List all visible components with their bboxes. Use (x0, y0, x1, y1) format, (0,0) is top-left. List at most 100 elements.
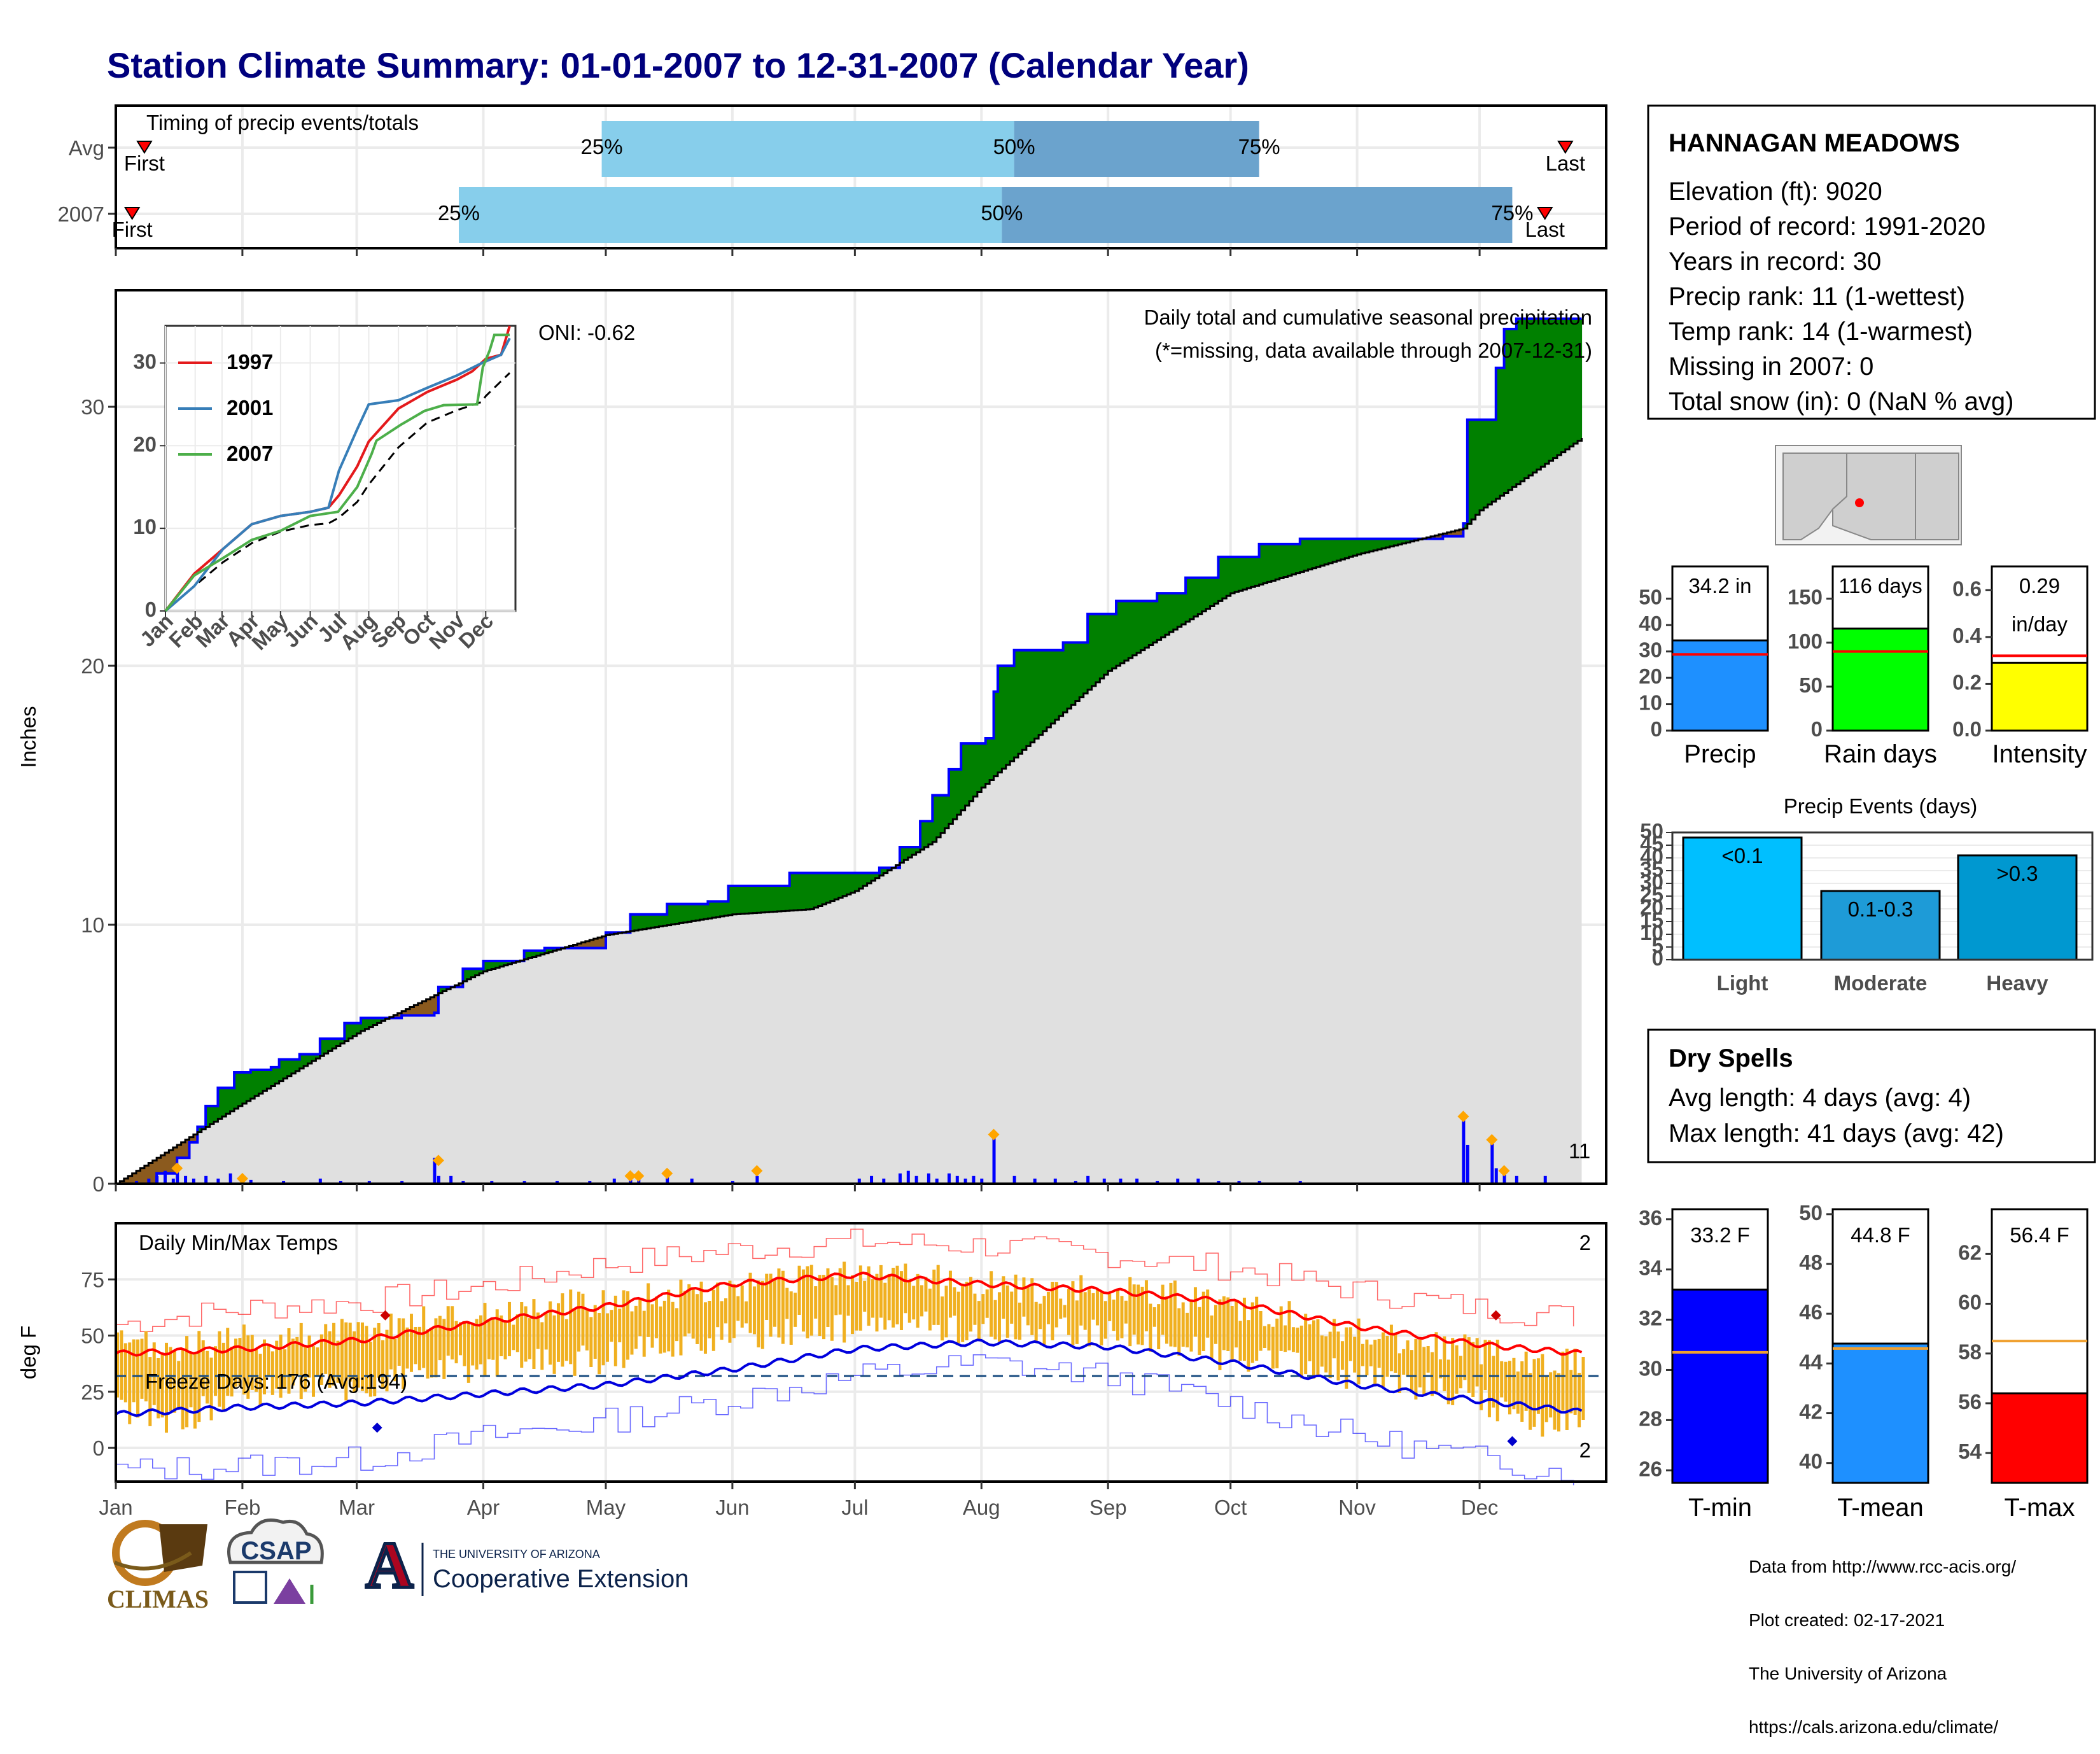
station-info-box: HANNAGAN MEADOWS Elevation (ft): 9020 Peri… (1647, 104, 2096, 420)
record-high-marker (1490, 1310, 1501, 1321)
daily-precip-bar (1196, 1178, 1200, 1184)
cumulative-2007-line (116, 317, 1582, 1185)
daily-precip-bar (176, 1168, 179, 1184)
climas-logo-icon (159, 1524, 207, 1572)
temp-summary-value-bar (1991, 1392, 2089, 1484)
events-bar-label: <0.1 (1721, 844, 1763, 867)
month-tick-label: Jul (841, 1496, 868, 1519)
daily-precip-bar (1156, 1181, 1159, 1184)
daily-precip-bar (963, 1178, 967, 1184)
temp-summary-y-tick: 62 (1958, 1240, 1982, 1264)
summary-y-tick: 0 (1651, 717, 1662, 741)
daily-precip-bar (204, 1175, 208, 1184)
daily-precip-bar (906, 1170, 910, 1184)
record-high-count: 2 (1579, 1231, 1591, 1254)
inset-y-tick: 20 (133, 432, 157, 456)
daily-precip-bar (282, 1181, 286, 1184)
dry-spells-title: Dry Spells (1669, 1044, 1793, 1072)
temp-summary-bar-2: 54 56 58 60 62 56.4 F T-max (1958, 1208, 2089, 1522)
temp-y-tick: 75 (81, 1268, 104, 1291)
heavy-event-marker (432, 1154, 444, 1167)
temp-summary-y-tick: 60 (1958, 1291, 1982, 1314)
inset-y-tick: 0 (145, 598, 157, 621)
summary-y-tick: 20 (1639, 664, 1662, 688)
summary-bar-2: 0.0 0.2 0.4 0.6 0.29 in/day Intensity (1952, 565, 2089, 768)
temp-title: Daily Min/Max Temps (139, 1231, 338, 1254)
daily-precip-bar (1033, 1178, 1037, 1184)
locator-map (1775, 445, 1962, 545)
daily-precip-bar (992, 1132, 996, 1184)
precip-y-tick: 0 (93, 1172, 104, 1196)
daily-precip-bar (437, 1175, 440, 1184)
footer-line: https://cals.arizona.edu/climate/ (1749, 1717, 1999, 1737)
temp-summary-y-tick: 46 (1799, 1300, 1823, 1324)
timing-last-marker (1536, 207, 1553, 220)
heavy-event-marker (988, 1128, 1000, 1140)
heavy-event-marker (1498, 1165, 1510, 1177)
map-region-east (1915, 453, 1959, 540)
summary-y-tick: 0 (1811, 717, 1823, 741)
station-info-line: Period of record: 1991-2020 (1669, 213, 1985, 241)
temp-summary-bar-0: 26 28 30 32 34 36 33.2 F T-min (1639, 1206, 1769, 1522)
record-high-marker (380, 1310, 391, 1321)
temp-summary-bar-1: 40 42 44 46 48 50 44.8 F T-mean (1799, 1201, 1929, 1522)
temp-y-tick: 25 (81, 1380, 104, 1404)
precip-y-label: Inches (17, 706, 40, 768)
heavy-event-marker (1457, 1111, 1469, 1123)
footer-line: The University of Arizona (1749, 1664, 1947, 1683)
daily-precip-bar (449, 1175, 453, 1184)
footer-credits: Data from http://www.rcc-acis.org/ Plot … (1749, 1522, 2016, 1754)
daily-precip-bar (339, 1181, 342, 1184)
daily-precip-bar (490, 1181, 494, 1184)
record-low-count: 2 (1579, 1438, 1591, 1462)
daily-precip-bar (947, 1173, 951, 1184)
inset-legend-label: 2001 (227, 396, 273, 419)
inset-legend-label: 2007 (227, 442, 273, 465)
month-tick-label: Nov (1338, 1496, 1376, 1519)
daily-precip-bar (1462, 1119, 1466, 1184)
daily-precip-bar (1053, 1178, 1057, 1184)
inset-series-line (164, 337, 511, 612)
precip-count-label: 11 (1569, 1139, 1590, 1163)
daily-precip-bar (555, 1181, 559, 1184)
ua-logo-line2: Cooperative Extension (433, 1565, 689, 1593)
temp-y-label: deg F (17, 1326, 40, 1379)
temp-summary-value-bar (1671, 1288, 1769, 1484)
daily-precip-bar (972, 1175, 976, 1184)
page-title: Station Climate Summary: 01-01-2007 to 1… (107, 45, 1249, 85)
summary-value-label: 34.2 in (1688, 574, 1751, 598)
station-info-line: Precip rank: 11 (1-wettest) (1669, 283, 1965, 311)
summary-value-unit: in/day (2012, 612, 2068, 636)
temp-summary-y-tick: 48 (1799, 1251, 1823, 1274)
timing-row-label: Avg (69, 136, 104, 160)
station-info-line: Temp rank: 14 (1-warmest) (1669, 318, 1973, 346)
heavy-event-marker (171, 1162, 183, 1174)
events-y-tick: 20 (1640, 895, 1663, 919)
summary-bar-name: Intensity (1992, 740, 2087, 768)
summary-y-tick: 50 (1799, 673, 1823, 697)
daily-precip-bar (192, 1178, 195, 1184)
temp-summary-name: T-mean (1837, 1494, 1924, 1522)
temp-summary-y-tick: 56 (1958, 1390, 1982, 1414)
daily-precip-bar (612, 1178, 616, 1184)
events-bar (1682, 836, 1803, 961)
precip-missing-note: (*=missing, data available through 2007-… (1155, 339, 1592, 362)
temperature-panel: 0 25 50 75 Daily Min/Max Temps Freeze Days: 1… (17, 1222, 1607, 1519)
heavy-event-marker (236, 1172, 248, 1184)
timing-bar-50-75 (1002, 187, 1513, 243)
timing-label-50: 50% (981, 201, 1023, 225)
temp-summary-y-tick: 34 (1639, 1256, 1662, 1280)
freeze-days-label: Freeze Days: 176 (Avg:194) (145, 1370, 407, 1393)
summary-y-tick: 150 (1788, 586, 1823, 609)
daily-precip-bar (318, 1178, 322, 1184)
events-y-tick: 35 (1640, 857, 1663, 881)
station-info-line: Total snow (in): 0 (NaN % avg) (1669, 388, 2013, 416)
record-low-marker (372, 1422, 382, 1433)
events-category-label: Light (1717, 971, 1768, 995)
timing-last-marker (1557, 141, 1574, 154)
ua-logo-mark: A (365, 1529, 413, 1602)
timing-first-label: First (112, 218, 153, 241)
summary-value-label: 116 days (1838, 574, 1922, 598)
footer-line: Data from http://www.rcc-acis.org/ (1749, 1557, 2017, 1576)
heavy-event-marker (661, 1167, 673, 1179)
